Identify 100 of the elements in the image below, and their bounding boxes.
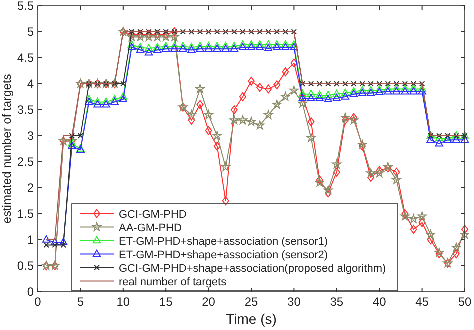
point xyxy=(248,29,254,35)
point xyxy=(436,250,443,259)
point xyxy=(213,44,222,52)
point xyxy=(188,116,196,125)
point xyxy=(248,76,255,86)
point xyxy=(290,86,299,95)
point xyxy=(60,242,67,248)
point xyxy=(324,90,332,98)
point xyxy=(316,90,324,98)
point xyxy=(170,44,179,52)
point xyxy=(462,225,468,234)
point xyxy=(120,81,126,87)
point xyxy=(401,84,410,92)
point xyxy=(300,81,306,87)
point xyxy=(368,81,374,87)
point xyxy=(196,42,204,50)
point xyxy=(179,42,188,50)
y-tick-label: 4 xyxy=(27,77,34,91)
point xyxy=(342,116,349,125)
point xyxy=(307,90,316,98)
point xyxy=(360,81,366,87)
point xyxy=(85,98,94,106)
point xyxy=(256,43,264,50)
x-tick-label: 35 xyxy=(330,295,344,309)
point xyxy=(282,43,290,50)
point xyxy=(44,242,50,248)
point xyxy=(418,87,426,95)
point xyxy=(221,162,230,172)
point xyxy=(144,32,154,42)
point xyxy=(291,29,298,35)
point xyxy=(400,212,410,221)
point xyxy=(196,100,204,110)
point xyxy=(418,84,426,92)
point xyxy=(256,40,264,48)
point xyxy=(239,92,246,102)
point xyxy=(264,44,273,52)
point xyxy=(452,242,462,252)
point xyxy=(188,46,196,54)
x-tick-label: 50 xyxy=(458,295,472,309)
point xyxy=(402,81,408,87)
point xyxy=(359,142,366,151)
point xyxy=(452,250,460,259)
point xyxy=(136,46,145,54)
point xyxy=(316,81,323,87)
point xyxy=(358,140,368,149)
x-tick-label: 25 xyxy=(244,295,258,309)
point xyxy=(366,168,376,178)
point xyxy=(460,230,469,239)
point xyxy=(401,87,410,95)
y-axis-title: estimated number of targets xyxy=(0,74,14,224)
point xyxy=(247,40,256,48)
point xyxy=(290,43,298,50)
point xyxy=(153,43,162,50)
point xyxy=(274,80,281,90)
point xyxy=(410,87,418,95)
point xyxy=(256,83,264,92)
legend-label: GCI-GM-PHD+shape+association(proposed algorithm) xyxy=(119,262,386,275)
point xyxy=(180,29,186,35)
point xyxy=(332,94,341,102)
point xyxy=(255,120,265,130)
point xyxy=(445,133,451,139)
point xyxy=(375,168,384,178)
point xyxy=(452,136,461,144)
point xyxy=(306,133,316,142)
point xyxy=(358,88,367,96)
point xyxy=(333,168,340,177)
point xyxy=(238,40,248,48)
point xyxy=(324,188,332,198)
point xyxy=(188,29,195,35)
point xyxy=(392,175,402,184)
point xyxy=(324,186,333,195)
point xyxy=(349,116,359,124)
legend-label: ET-GM-PHD+shape+association (sensor1) xyxy=(119,236,328,248)
point xyxy=(376,166,384,176)
point xyxy=(238,116,248,124)
point xyxy=(341,92,350,100)
y-tick-label: 5.5 xyxy=(17,0,34,13)
point xyxy=(351,81,357,87)
point xyxy=(426,230,436,239)
point xyxy=(188,43,196,50)
legend-label: ET-GM-PHD+shape+association (sensor2) xyxy=(119,249,328,262)
point xyxy=(376,81,382,87)
point xyxy=(170,42,179,50)
point xyxy=(42,236,51,243)
point xyxy=(153,46,162,54)
point xyxy=(426,136,435,144)
point xyxy=(204,110,214,120)
point xyxy=(162,30,170,40)
point xyxy=(232,29,238,35)
point xyxy=(119,92,128,100)
point xyxy=(307,94,316,102)
point xyxy=(282,29,289,35)
point xyxy=(102,98,110,106)
point xyxy=(316,94,324,102)
point xyxy=(435,139,444,147)
point xyxy=(212,131,222,140)
point xyxy=(282,68,290,77)
point xyxy=(222,44,230,52)
point xyxy=(136,43,145,50)
point xyxy=(264,40,273,48)
